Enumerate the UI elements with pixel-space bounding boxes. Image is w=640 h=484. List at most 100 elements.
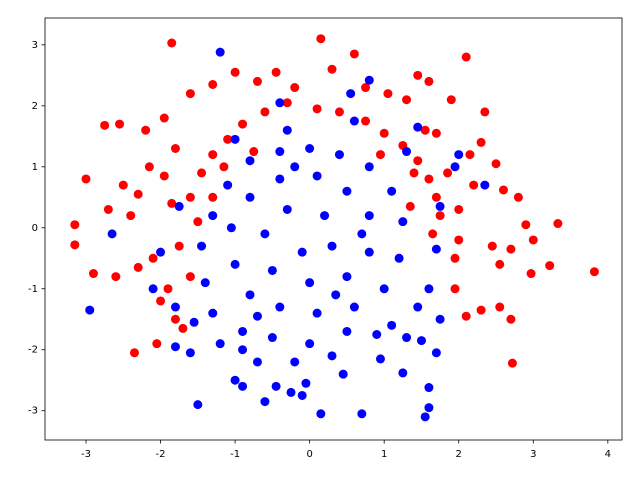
- point: [431, 348, 441, 358]
- point: [223, 134, 233, 144]
- point: [461, 311, 471, 321]
- point: [238, 381, 248, 391]
- point: [267, 265, 277, 275]
- point: [305, 339, 315, 349]
- point: [159, 113, 169, 123]
- point: [316, 409, 326, 419]
- point: [275, 98, 285, 108]
- point: [375, 150, 385, 160]
- point: [141, 125, 151, 135]
- point: [252, 76, 262, 86]
- point: [230, 67, 240, 77]
- point: [208, 192, 218, 202]
- point: [375, 354, 385, 364]
- point: [372, 330, 382, 339]
- point: [487, 241, 497, 251]
- point: [107, 229, 117, 239]
- point: [230, 134, 240, 144]
- point: [230, 375, 240, 385]
- point: [379, 284, 389, 294]
- point: [156, 247, 166, 257]
- point: [349, 49, 359, 59]
- point: [589, 267, 599, 277]
- point: [364, 162, 374, 172]
- point: [282, 98, 292, 108]
- point: [526, 269, 536, 279]
- point: [506, 314, 516, 324]
- point: [420, 412, 430, 422]
- point: [342, 186, 352, 196]
- point: [238, 119, 248, 129]
- point: [383, 89, 393, 99]
- point: [413, 302, 423, 312]
- point: [361, 116, 371, 126]
- point: [409, 168, 419, 178]
- x-tick-label: -1: [230, 449, 240, 460]
- point: [327, 64, 337, 74]
- point: [223, 180, 233, 190]
- x-tick-label: 3: [530, 449, 536, 460]
- point: [413, 70, 423, 80]
- point: [424, 76, 434, 86]
- point: [174, 201, 184, 211]
- point: [431, 192, 441, 202]
- point: [170, 314, 180, 324]
- point: [495, 302, 505, 312]
- point: [320, 211, 330, 221]
- point: [476, 137, 486, 147]
- point: [118, 180, 128, 190]
- point: [282, 125, 292, 135]
- point: [208, 308, 218, 318]
- point: [275, 302, 285, 312]
- y-tick-label: -1: [28, 284, 38, 295]
- point: [553, 219, 563, 229]
- point: [435, 201, 445, 211]
- point: [252, 311, 262, 321]
- point: [476, 305, 486, 315]
- point: [364, 75, 374, 85]
- point: [290, 162, 300, 172]
- point: [450, 253, 460, 263]
- point: [275, 174, 285, 184]
- point: [521, 220, 531, 230]
- point: [178, 323, 188, 333]
- point: [364, 211, 374, 221]
- point: [413, 156, 423, 166]
- point: [424, 403, 434, 413]
- point: [271, 381, 281, 391]
- point: [465, 150, 475, 160]
- point: [290, 83, 300, 93]
- point: [312, 308, 322, 318]
- point: [282, 204, 292, 214]
- point: [402, 95, 412, 105]
- point: [170, 302, 180, 312]
- point: [133, 189, 143, 199]
- x-tick-label: -2: [156, 449, 166, 460]
- point: [424, 174, 434, 184]
- point: [167, 38, 177, 48]
- point: [81, 174, 91, 184]
- point: [402, 333, 412, 343]
- point: [245, 156, 255, 166]
- point: [115, 119, 125, 129]
- point: [349, 116, 359, 126]
- point: [361, 83, 371, 93]
- point: [103, 204, 113, 214]
- point: [185, 348, 195, 358]
- point: [387, 186, 397, 196]
- point: [197, 168, 207, 178]
- point: [297, 247, 307, 257]
- point: [334, 107, 344, 117]
- point: [316, 34, 326, 44]
- y-tick-label: -3: [28, 406, 38, 417]
- point: [152, 339, 162, 349]
- point: [513, 192, 523, 202]
- point: [189, 317, 199, 327]
- point: [167, 198, 177, 208]
- point: [431, 128, 441, 138]
- point: [387, 320, 397, 330]
- point: [208, 150, 218, 160]
- point: [394, 253, 404, 263]
- point: [133, 262, 143, 272]
